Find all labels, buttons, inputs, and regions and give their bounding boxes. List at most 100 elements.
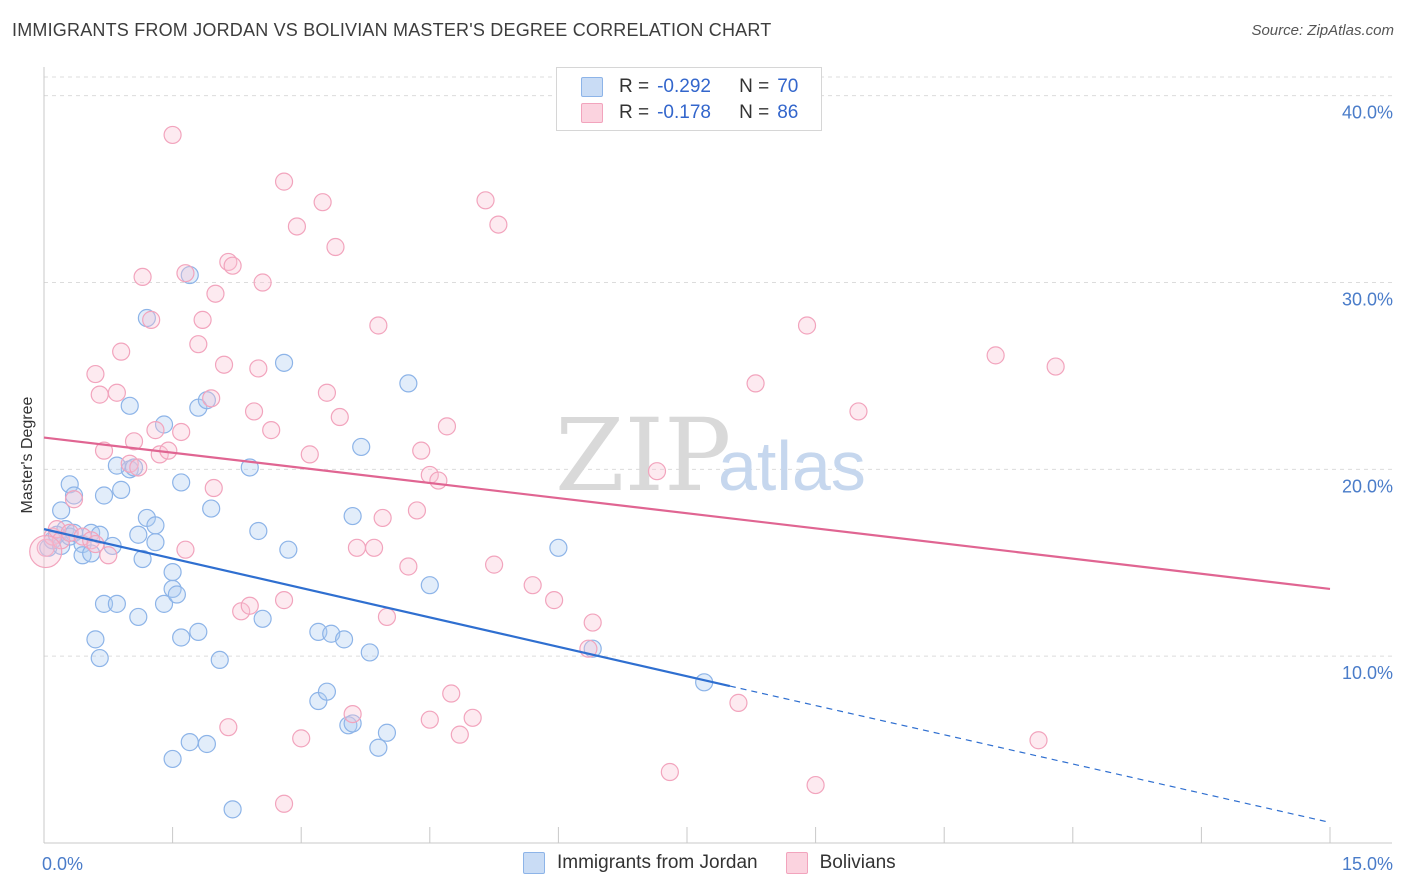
data-point — [330, 407, 349, 427]
legend-r-value: -0.292 — [657, 76, 711, 97]
data-point — [549, 538, 568, 557]
data-point — [373, 508, 392, 528]
data-point — [210, 650, 229, 670]
watermark: ZIP atlas — [555, 397, 866, 514]
data-point — [485, 555, 504, 574]
data-point — [172, 422, 191, 442]
legend-swatch-bolivians — [581, 103, 603, 123]
data-point — [133, 549, 152, 569]
data-point — [176, 540, 195, 559]
legend-n-label: N = — [739, 102, 770, 123]
data-point — [420, 710, 439, 729]
data-point — [1029, 731, 1048, 750]
series-label-bolivians: Bolivians — [819, 852, 896, 873]
data-point — [94, 594, 114, 613]
data-point — [189, 622, 208, 641]
legend-row-bolivians: R = -0.178 N = 86 — [581, 100, 798, 126]
data-point — [86, 364, 105, 384]
data-point — [523, 576, 542, 595]
data-point — [377, 723, 397, 742]
data-point — [129, 458, 148, 477]
data-point — [360, 643, 379, 662]
watermark-zip: ZIP — [555, 397, 731, 514]
data-point — [399, 557, 418, 576]
data-point — [1046, 357, 1065, 376]
source-label: Source: ZipAtlas.com — [1251, 22, 1394, 39]
data-point — [849, 402, 868, 421]
data-point — [172, 628, 191, 647]
data-point — [163, 125, 182, 145]
data-point — [986, 346, 1005, 365]
data-point — [797, 316, 817, 335]
data-point — [206, 284, 225, 303]
data-point — [112, 342, 131, 361]
data-point — [129, 525, 148, 544]
chart-title: IMMIGRANTS FROM JORDAN VS BOLIVIAN MASTE… — [12, 20, 772, 40]
series-swatch-jordan — [523, 852, 545, 874]
y-tick-label: 10.0% — [1342, 663, 1393, 683]
data-point — [219, 718, 238, 737]
data-point — [60, 475, 79, 494]
data-point — [746, 374, 765, 393]
data-point — [172, 473, 191, 492]
data-point — [292, 729, 311, 748]
data-point — [244, 402, 264, 421]
x-tick-label: 0.0% — [42, 854, 83, 874]
data-point — [146, 516, 165, 535]
trend-lines — [43, 436, 1331, 824]
x-tick-label: 15.0% — [1342, 854, 1393, 874]
data-point — [647, 462, 667, 481]
data-point — [429, 471, 448, 490]
data-point — [369, 738, 388, 757]
legend-r-label: R = — [619, 76, 650, 97]
data-point — [90, 648, 109, 668]
data-point — [476, 191, 495, 210]
data-point — [274, 591, 294, 610]
legend-r-value: -0.178 — [657, 102, 711, 123]
data-point — [249, 359, 268, 378]
data-point — [343, 506, 362, 526]
series-label-jordan: Immigrants from Jordan — [557, 852, 758, 873]
series-bolivians-points — [36, 125, 1065, 813]
data-point — [437, 417, 457, 436]
data-point — [420, 576, 439, 595]
data-point — [163, 749, 182, 769]
data-point — [193, 310, 212, 329]
data-point — [202, 499, 221, 518]
legend-row-jordan: R = -0.292 N = 70 — [581, 74, 798, 100]
trend-line-bolivians — [43, 436, 1331, 591]
y-tick-label: 30.0% — [1342, 290, 1393, 310]
data-point — [407, 501, 427, 520]
series-legend: Immigrants from Jordan Bolivians — [523, 852, 924, 874]
data-point — [352, 437, 371, 457]
data-point — [279, 540, 298, 559]
legend-n-label: N = — [739, 76, 770, 97]
data-point-cluster — [29, 534, 63, 569]
data-point — [317, 682, 337, 701]
data-point — [317, 383, 337, 402]
data-point — [253, 609, 272, 628]
data-point — [347, 538, 367, 557]
data-point — [36, 538, 55, 557]
data-point — [377, 607, 397, 627]
data-point — [806, 775, 825, 795]
legend-n-value: 70 — [777, 76, 799, 97]
data-point — [343, 714, 362, 733]
data-point — [262, 421, 281, 440]
data-point — [364, 538, 384, 557]
data-point — [545, 591, 564, 610]
data-point — [99, 546, 118, 565]
series-legend-bolivians: Bolivians — [785, 852, 896, 874]
data-point — [223, 256, 242, 275]
data-point — [489, 215, 508, 234]
trend-line-jordan — [43, 528, 731, 688]
data-point — [450, 725, 469, 744]
y-tick-label: 20.0% — [1342, 476, 1393, 496]
data-point — [197, 734, 216, 754]
data-point — [176, 264, 195, 283]
data-point — [189, 335, 208, 354]
data-point — [146, 421, 165, 440]
watermark-atlas: atlas — [718, 427, 866, 505]
axes — [43, 67, 1392, 844]
